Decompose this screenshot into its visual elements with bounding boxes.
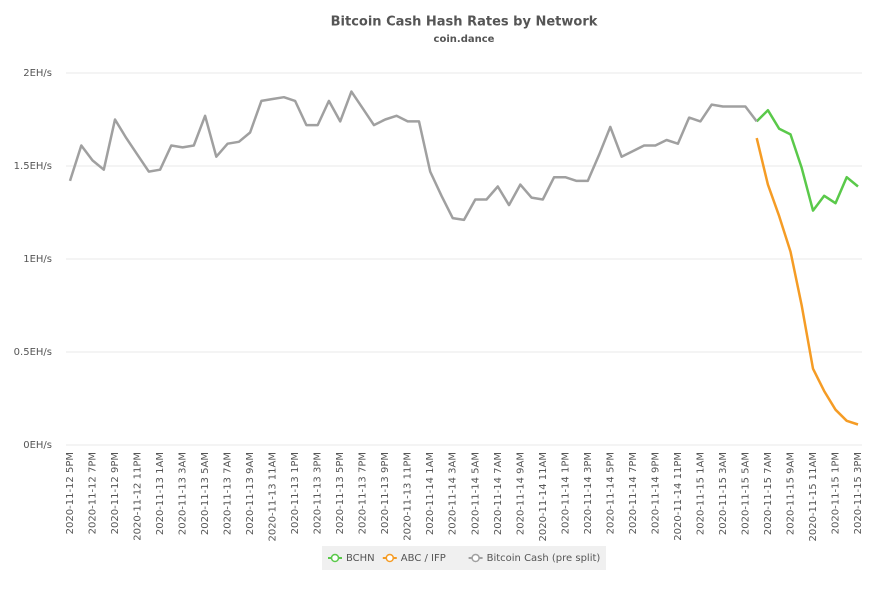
x-tick-label: 2020-11-12 5PM [65,452,76,534]
x-tick-label: 2020-11-14 1AM [425,452,436,535]
x-tick-label: 2020-11-15 7AM [763,452,774,535]
x-tick-label: 2020-11-13 3AM [178,452,189,535]
x-tick-label: 2020-11-13 1PM [290,452,301,534]
x-tick-label: 2020-11-14 9AM [515,452,526,535]
legend-swatch-marker [330,553,340,563]
y-tick-label: 1.5EH/s [14,161,52,172]
x-tick-label: 2020-11-13 5AM [200,452,211,535]
x-tick-label: 2020-11-12 11PM [133,452,144,541]
y-tick-label: 1EH/s [23,254,52,265]
x-tick-label: 2020-11-15 9AM [785,452,796,535]
y-tick-label: 2EH/s [23,68,52,79]
x-tick-label: 2020-11-13 7AM [223,452,234,535]
legend-box [322,546,606,570]
chart-title: Bitcoin Cash Hash Rates by Network [331,15,598,30]
x-tick-label: 2020-11-15 1AM [695,452,706,535]
x-tick-label: 2020-11-14 5PM [605,452,616,534]
x-tick-label: 2020-11-13 5PM [335,452,346,534]
x-tick-label: 2020-11-14 11PM [673,452,684,541]
x-tick-label: 2020-11-13 11PM [403,452,414,541]
x-tick-label: 2020-11-14 1PM [560,452,571,534]
y-tick-label: 0EH/s [23,440,52,451]
x-tick-label: 2020-11-13 9AM [245,452,256,535]
x-tick-label: 2020-11-15 3PM [853,452,864,534]
x-tick-label: 2020-11-13 11AM [268,452,279,542]
legend-label: BCHN [346,553,375,564]
x-tick-label: 2020-11-12 9PM [110,452,121,534]
series-line [755,108,859,212]
series-line [755,137,859,426]
x-tick-label: 2020-11-13 3PM [313,452,324,534]
x-tick-label: 2020-11-14 3AM [448,452,459,535]
legend-swatch-marker [471,553,480,563]
x-tick-label: 2020-11-13 7PM [358,452,369,534]
x-tick-label: 2020-11-15 5AM [740,452,751,535]
series-line [68,90,758,222]
x-tick-label: 2020-11-15 1PM [830,452,841,534]
x-tick-label: 2020-11-14 7AM [493,452,504,535]
x-tick-label: 2020-11-12 7PM [88,452,99,534]
x-tick-label: 2020-11-14 11AM [538,452,549,542]
x-tick-label: 2020-11-13 1AM [155,452,166,535]
legend-label: ABC / IFP [401,553,446,564]
x-tick-label: 2020-11-14 3PM [583,452,594,534]
x-tick-label: 2020-11-14 7PM [628,452,639,534]
x-tick-label: 2020-11-15 11AM [808,452,819,542]
legend-label: Bitcoin Cash (pre split) [487,553,601,564]
y-tick-label: 0.5EH/s [14,347,52,358]
x-tick-label: 2020-11-14 5AM [470,452,481,535]
chart-subtitle: coin.dance [434,34,495,45]
x-tick-label: 2020-11-14 9PM [650,452,661,534]
x-tick-label: 2020-11-15 3AM [718,452,729,535]
legend-swatch-marker [385,553,395,563]
x-tick-label: 2020-11-13 9PM [380,452,391,534]
